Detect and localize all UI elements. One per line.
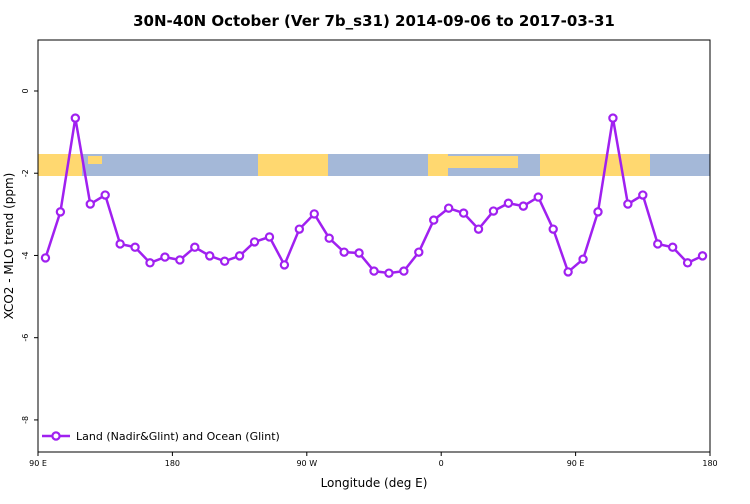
x-tick-label: 180 [165, 459, 180, 468]
data-point [100, 190, 110, 200]
data-point [369, 266, 379, 276]
data-point [443, 203, 454, 213]
data-point [339, 247, 349, 257]
data-point [593, 207, 603, 217]
data-point [384, 268, 394, 278]
data-point [175, 255, 185, 265]
legend-marker [51, 431, 61, 441]
data-point [55, 207, 66, 217]
data-point [190, 242, 200, 252]
data-point [264, 232, 275, 242]
data-point [309, 209, 319, 219]
y-tick-label: -8 [21, 416, 30, 424]
y-tick-label: -6 [21, 334, 30, 342]
series-line [44, 117, 704, 275]
y-axis-label: XCO2 - MLO trend (ppm) [2, 173, 16, 320]
map-strip [38, 154, 710, 176]
data-point [533, 192, 543, 202]
data-point [205, 251, 215, 261]
data-point [145, 258, 155, 268]
data-point [160, 252, 170, 262]
data-point [234, 251, 245, 261]
data-point [115, 239, 125, 249]
data-point [548, 224, 558, 234]
data-point [130, 242, 140, 252]
data-point [429, 215, 439, 225]
x-tick-label: 90 E [29, 459, 47, 468]
data-point [638, 190, 648, 200]
data-point [697, 251, 708, 261]
data-point [563, 267, 573, 277]
data-point [667, 242, 678, 252]
legend-label: Land (Nadir&Glint) and Ocean (Glint) [76, 430, 280, 443]
chart-title: 30N-40N October (Ver 7b_s31) 2014-09-06 … [133, 12, 615, 30]
data-point [623, 199, 633, 209]
y-tick-label: -4 [21, 251, 30, 259]
data-point [578, 254, 588, 264]
data-point [85, 199, 95, 209]
data-point [518, 201, 529, 211]
data-point [458, 208, 469, 218]
x-tick-label: 0 [439, 459, 444, 468]
plot-frame [37, 39, 711, 453]
x-axis-label: Longitude (deg E) [321, 476, 428, 490]
y-tick-label: -2 [21, 169, 30, 177]
x-tick-label: 90 E [567, 459, 585, 468]
data-point [488, 206, 499, 216]
data-point [399, 266, 409, 276]
data-point [653, 239, 663, 249]
data-point [354, 248, 364, 258]
data-point [682, 258, 693, 268]
data-point [503, 198, 514, 208]
data-point [40, 253, 51, 263]
x-tick-label: 180 [702, 459, 717, 468]
data-point [70, 113, 81, 123]
data-point [249, 237, 260, 247]
x-tick-label: 90 W [296, 459, 317, 468]
data-point [294, 224, 305, 234]
y-tick-label: 0 [21, 88, 30, 93]
data-point [324, 233, 334, 243]
data-point [473, 224, 484, 234]
data-point [279, 260, 290, 270]
data-point [219, 256, 230, 266]
data-point [414, 247, 424, 257]
data-point [608, 113, 618, 123]
